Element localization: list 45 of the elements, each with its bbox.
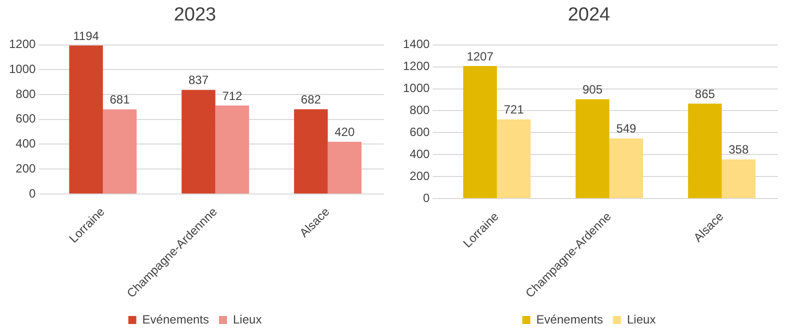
- data-label: 721: [504, 102, 524, 117]
- bar: [688, 104, 722, 198]
- bar: [182, 90, 216, 194]
- y-tick-label: 200: [16, 161, 36, 176]
- chart-title: 2024: [568, 4, 611, 26]
- y-tick-label: 400: [410, 147, 430, 162]
- legend-label: Lieux: [627, 312, 656, 326]
- y-tick-label: 1000: [402, 81, 430, 96]
- bar: [102, 109, 137, 194]
- data-label: 549: [616, 122, 637, 136]
- bar: [496, 119, 531, 198]
- data-label: 682: [300, 92, 322, 106]
- y-tick-label: 0: [423, 190, 430, 205]
- legend-label: Evénements: [536, 312, 604, 326]
- data-label: 712: [222, 88, 243, 103]
- bar: [328, 142, 362, 194]
- data-label: 837: [188, 73, 209, 88]
- bar: [722, 159, 756, 198]
- bar: [609, 138, 644, 198]
- bar: [463, 66, 497, 198]
- y-tick-label: 1000: [8, 62, 36, 76]
- data-label: 420: [334, 125, 355, 140]
- data-label: 681: [110, 92, 130, 107]
- legend-label: Lieux: [233, 312, 262, 326]
- legend-label: Evénements: [142, 312, 210, 326]
- data-label: 865: [694, 86, 716, 101]
- y-tick-label: 1200: [8, 37, 36, 52]
- y-tick-label: 200: [410, 169, 430, 184]
- data-label: 358: [728, 142, 749, 157]
- y-tick-label: 800: [410, 103, 430, 118]
- data-label: 1194: [73, 28, 100, 43]
- y-tick-label: 800: [16, 86, 36, 101]
- y-tick-label: 0: [29, 186, 36, 200]
- y-tick-label: 600: [410, 125, 430, 140]
- data-label: 905: [582, 82, 603, 97]
- bar: [576, 99, 610, 198]
- y-tick-label: 1200: [402, 59, 430, 74]
- data-label: 1207: [466, 49, 494, 64]
- chart-title: 2023: [174, 4, 216, 26]
- bar: [294, 109, 328, 194]
- bar: [69, 46, 103, 194]
- bar: [215, 105, 250, 194]
- y-tick-label: 1400: [402, 37, 430, 52]
- y-tick-label: 600: [16, 112, 36, 126]
- y-tick-label: 400: [16, 136, 36, 151]
